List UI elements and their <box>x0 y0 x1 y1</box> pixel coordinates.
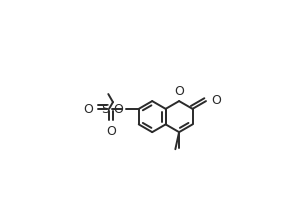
Text: O: O <box>84 103 94 116</box>
Text: O: O <box>113 103 123 116</box>
Text: O: O <box>174 85 184 98</box>
Text: S: S <box>101 103 109 116</box>
Text: O: O <box>212 94 222 107</box>
Text: O: O <box>106 125 116 138</box>
